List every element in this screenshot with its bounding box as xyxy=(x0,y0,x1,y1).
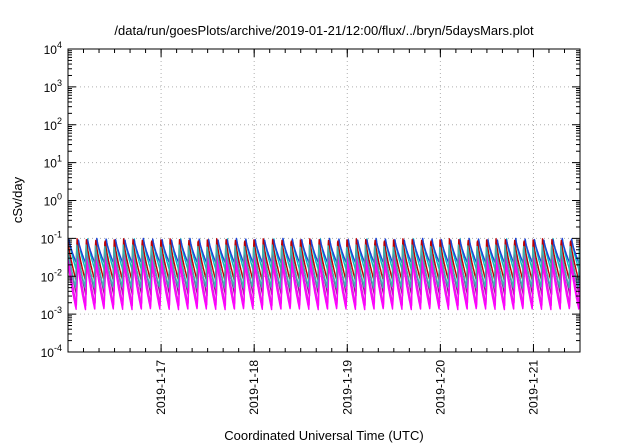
x-tick-labels: 2019-1-17 2019-1-18 2019-1-19 2019-1-20 2019… xyxy=(154,360,540,415)
chart-title: /data/run/goesPlots/archive/2019-01-21/1… xyxy=(114,23,534,38)
y-axis-label: cSv/day xyxy=(10,176,25,223)
x-tick-label: 2019-1-17 xyxy=(154,360,168,415)
x-tick-label: 2019-1-21 xyxy=(526,360,540,415)
series-line xyxy=(68,244,580,289)
axis-ticks xyxy=(67,48,581,353)
x-tick-label: 2019-1-18 xyxy=(247,360,261,415)
x-tick-label: 2019-1-19 xyxy=(340,360,354,415)
x-tick-label: 2019-1-20 xyxy=(433,360,447,415)
x-axis-label: Coordinated Universal Time (UTC) xyxy=(224,428,423,443)
data-series xyxy=(68,237,580,311)
series-line xyxy=(68,257,580,311)
